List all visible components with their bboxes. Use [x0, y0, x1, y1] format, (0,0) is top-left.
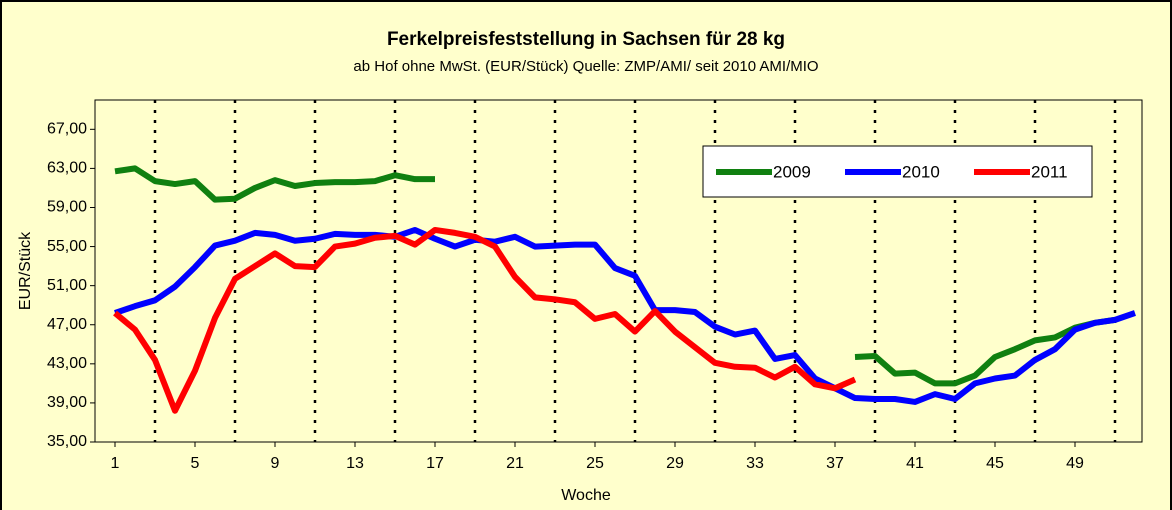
legend: 2009 2010 2011: [702, 145, 1093, 198]
x-tick-label: 1: [111, 455, 120, 472]
y-tick-label: 51,00: [47, 277, 87, 294]
y-tick-label: 59,00: [47, 199, 87, 216]
y-tick-label: 39,00: [47, 394, 87, 411]
line-series: [114, 226, 1136, 405]
y-tick-label: 55,00: [47, 238, 87, 255]
x-tick-label: 9: [271, 455, 280, 472]
x-tick-label: 29: [666, 455, 684, 472]
line-series: [113, 226, 857, 414]
legend-label: 2009: [773, 162, 811, 181]
x-tick-label: 41: [906, 455, 924, 472]
chart-subtitle: ab Hof ohne MwSt. (EUR/Stück) Quelle: ZM…: [353, 58, 818, 75]
x-tick-label: 13: [346, 455, 364, 472]
legend-label: 2011: [1031, 162, 1068, 181]
x-tick-label: 49: [1066, 455, 1084, 472]
legend-label: 2010: [902, 162, 940, 181]
x-tick-label: 25: [586, 455, 604, 472]
y-tick-label: 35,00: [47, 433, 87, 450]
x-tick-label: 21: [506, 455, 524, 472]
x-tick-label: 5: [191, 455, 200, 472]
y-axis-label: EUR/Stück: [17, 231, 34, 310]
x-tick-label: 17: [426, 455, 444, 472]
y-tick-label: 43,00: [47, 355, 87, 372]
x-axis-label: Woche: [561, 487, 611, 504]
chart-title: Ferkelpreisfeststellung in Sachsen für 2…: [387, 29, 785, 50]
y-tick-label: 63,00: [47, 160, 87, 177]
x-tick-label: 37: [826, 455, 844, 472]
y-tick-label: 67,00: [47, 121, 87, 138]
x-tick-label: 45: [986, 455, 1004, 472]
y-tick-label: 47,00: [47, 316, 87, 333]
x-tick-label: 33: [746, 455, 764, 472]
